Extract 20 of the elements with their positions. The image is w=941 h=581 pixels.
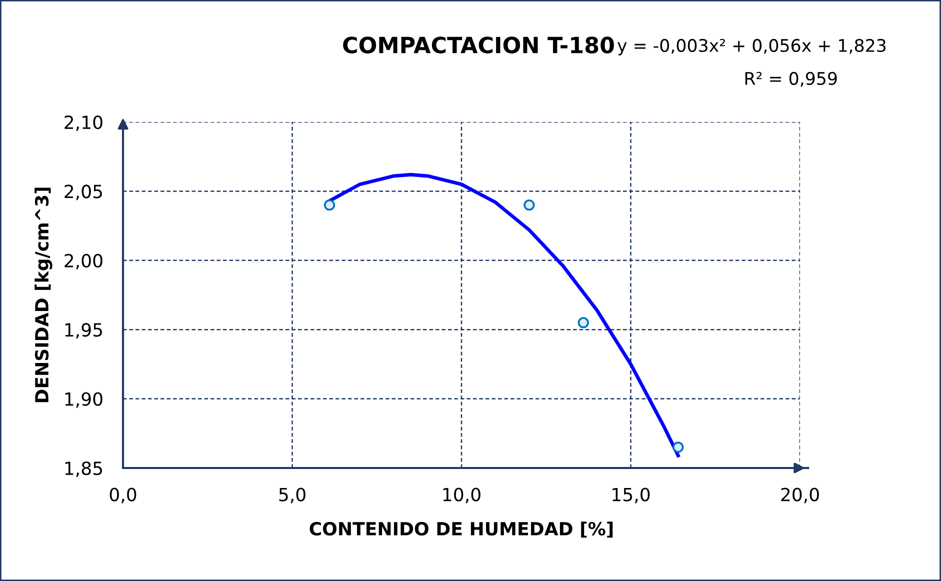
y-tick-label: 1,90 [65, 392, 102, 408]
y-tick-label: 2,05 [64, 184, 102, 200]
x-tick-label: 20,0 [781, 488, 819, 504]
x-axis-title: CONTENIDO DE HUMEDAD [%] [310, 522, 613, 538]
point [578, 317, 589, 328]
y-tick-label: 1,85 [65, 461, 102, 477]
x-tick-label: 5,0 [279, 488, 306, 504]
y-tick-label: 1,95 [65, 323, 102, 339]
y-axis-title: DENSIDAD [kg/cm^3] [34, 188, 52, 402]
y-tick-label: 2,10 [64, 115, 102, 131]
point [324, 199, 336, 211]
y-tick-label: 2,00 [64, 254, 102, 270]
text: R² = 0,959 [745, 72, 837, 87]
point [672, 442, 684, 453]
chart-title: COMPACTACION T-180 [343, 36, 614, 54]
text: y = -0,003x² + 0,056x + 1,823 [618, 38, 886, 56]
x-tick-label: 0,0 [110, 488, 136, 504]
x-tick-label: 10,0 [443, 488, 480, 504]
point [524, 199, 535, 211]
x-tick-label: 15,0 [612, 488, 650, 504]
